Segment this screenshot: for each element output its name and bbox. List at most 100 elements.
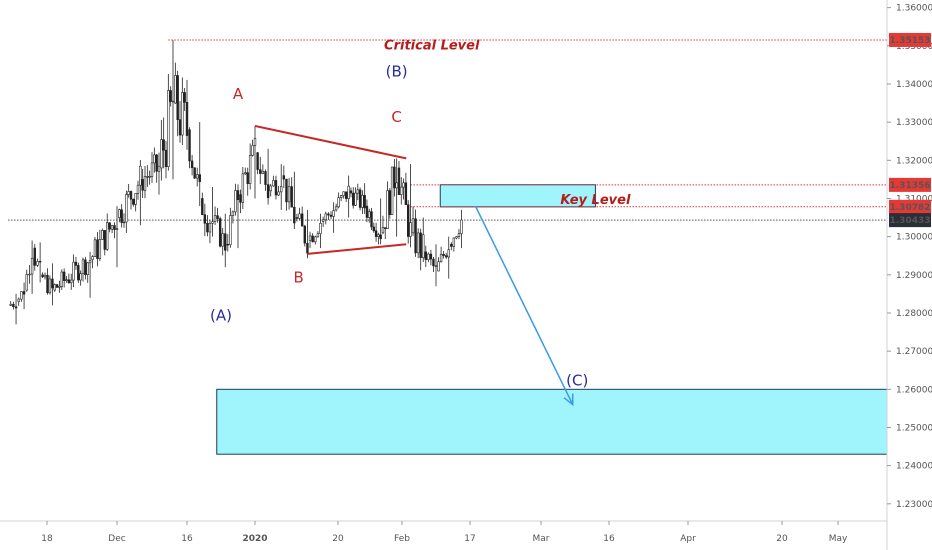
price-label-1: 1.31356 (890, 181, 931, 191)
candle-body (256, 152, 259, 170)
candle-body (30, 257, 34, 275)
candle-body (344, 191, 348, 199)
price-label-3: 1.30433 (890, 216, 931, 226)
candle-body (285, 178, 288, 203)
x-tick-label: 20 (776, 534, 788, 544)
candle-body (316, 233, 320, 238)
candle-body (244, 172, 247, 175)
candle-body (372, 226, 376, 232)
candle-body (324, 213, 327, 221)
candle-body (432, 258, 435, 267)
candle-body (20, 291, 23, 300)
price-label-box-2 (889, 199, 931, 214)
candle-body (198, 174, 201, 182)
candle-body (14, 306, 18, 309)
candle-body (300, 213, 304, 227)
zones-layer (216, 184, 888, 455)
y-tick-label: 1.31000 (896, 194, 932, 204)
candle-body (224, 233, 227, 251)
candle-body (190, 160, 194, 169)
candle-body (201, 198, 204, 215)
candle-body (381, 227, 385, 234)
candle-body (358, 189, 362, 208)
level-lines-layer (8, 39, 887, 221)
candle-body (25, 274, 28, 291)
candle-body (311, 235, 314, 243)
candle-body (264, 171, 267, 185)
y-tick-label: 1.30000 (896, 233, 932, 243)
candle-body (444, 255, 448, 258)
candle-body (352, 192, 355, 206)
candle-body (386, 190, 389, 229)
candle-body (77, 265, 80, 281)
y-tick-label: 1.32000 (896, 156, 932, 166)
annotation-7: (C) (566, 372, 588, 390)
candle-body (339, 195, 343, 198)
candle-body (120, 209, 123, 223)
x-tick-label: 17 (464, 534, 475, 544)
candle-body (365, 205, 369, 218)
candle-body (293, 206, 296, 224)
y-tick-label: 1.29000 (896, 271, 932, 281)
candle-body (379, 234, 382, 240)
candle-body (60, 271, 64, 287)
y-tick-label: 1.26000 (896, 385, 932, 395)
candle-body (388, 190, 392, 215)
candle-body (141, 179, 144, 191)
candle-body (400, 186, 403, 195)
candle-body (455, 236, 458, 239)
candle-body (354, 192, 357, 206)
candle-body (169, 90, 172, 102)
candle-body (370, 211, 373, 228)
price-label-2: 1.30782 (890, 203, 931, 213)
candle-body (447, 249, 450, 258)
annotation-3: B (294, 268, 304, 286)
candle-body (266, 184, 270, 199)
candle-body (132, 198, 135, 205)
trendline-1 (307, 243, 407, 255)
candle-body (272, 180, 275, 187)
candle-body (43, 274, 47, 278)
price-labels: 1.35153 1.31356 1.30782 1.30433 (889, 32, 931, 228)
candle-body (98, 239, 102, 259)
annotation-5: (A) (210, 307, 232, 325)
candle-body (213, 215, 217, 222)
candle-body (231, 211, 235, 216)
candle-body (327, 213, 330, 216)
candle-body (402, 182, 405, 188)
candle-body (404, 182, 408, 206)
candle-body (134, 193, 137, 205)
candle-body (46, 274, 49, 294)
candle-body (406, 204, 410, 237)
annotation-6: (B) (386, 62, 408, 80)
candle-body (251, 145, 254, 156)
y-tick-label: 1.24000 (896, 462, 932, 472)
candle-body (136, 184, 140, 194)
candle-body (234, 190, 237, 213)
candle-body (208, 223, 212, 233)
candle-body (314, 236, 317, 243)
candle-body (188, 129, 191, 162)
candle-body (308, 235, 312, 241)
candle-body (434, 265, 438, 267)
candle-body (62, 271, 66, 281)
candle-body (361, 195, 364, 208)
candle-body (349, 190, 353, 194)
candle-body (153, 154, 156, 164)
candle-body (280, 186, 283, 193)
candle-body (67, 279, 71, 284)
candle-body (303, 225, 306, 244)
annotation-0: Critical Level (384, 39, 480, 54)
candle-body (174, 75, 177, 104)
candle-body (390, 166, 394, 215)
candle-body (429, 253, 433, 260)
candle-body (171, 100, 175, 103)
candle-body (33, 247, 36, 266)
x-tick-label: Mar (533, 534, 550, 544)
x-tick-label: 2020 (242, 534, 267, 544)
candle-body (216, 215, 219, 219)
projection-arrow-head (563, 393, 574, 407)
target-zone-0 (439, 184, 596, 208)
x-tick-label: 20 (332, 534, 344, 544)
